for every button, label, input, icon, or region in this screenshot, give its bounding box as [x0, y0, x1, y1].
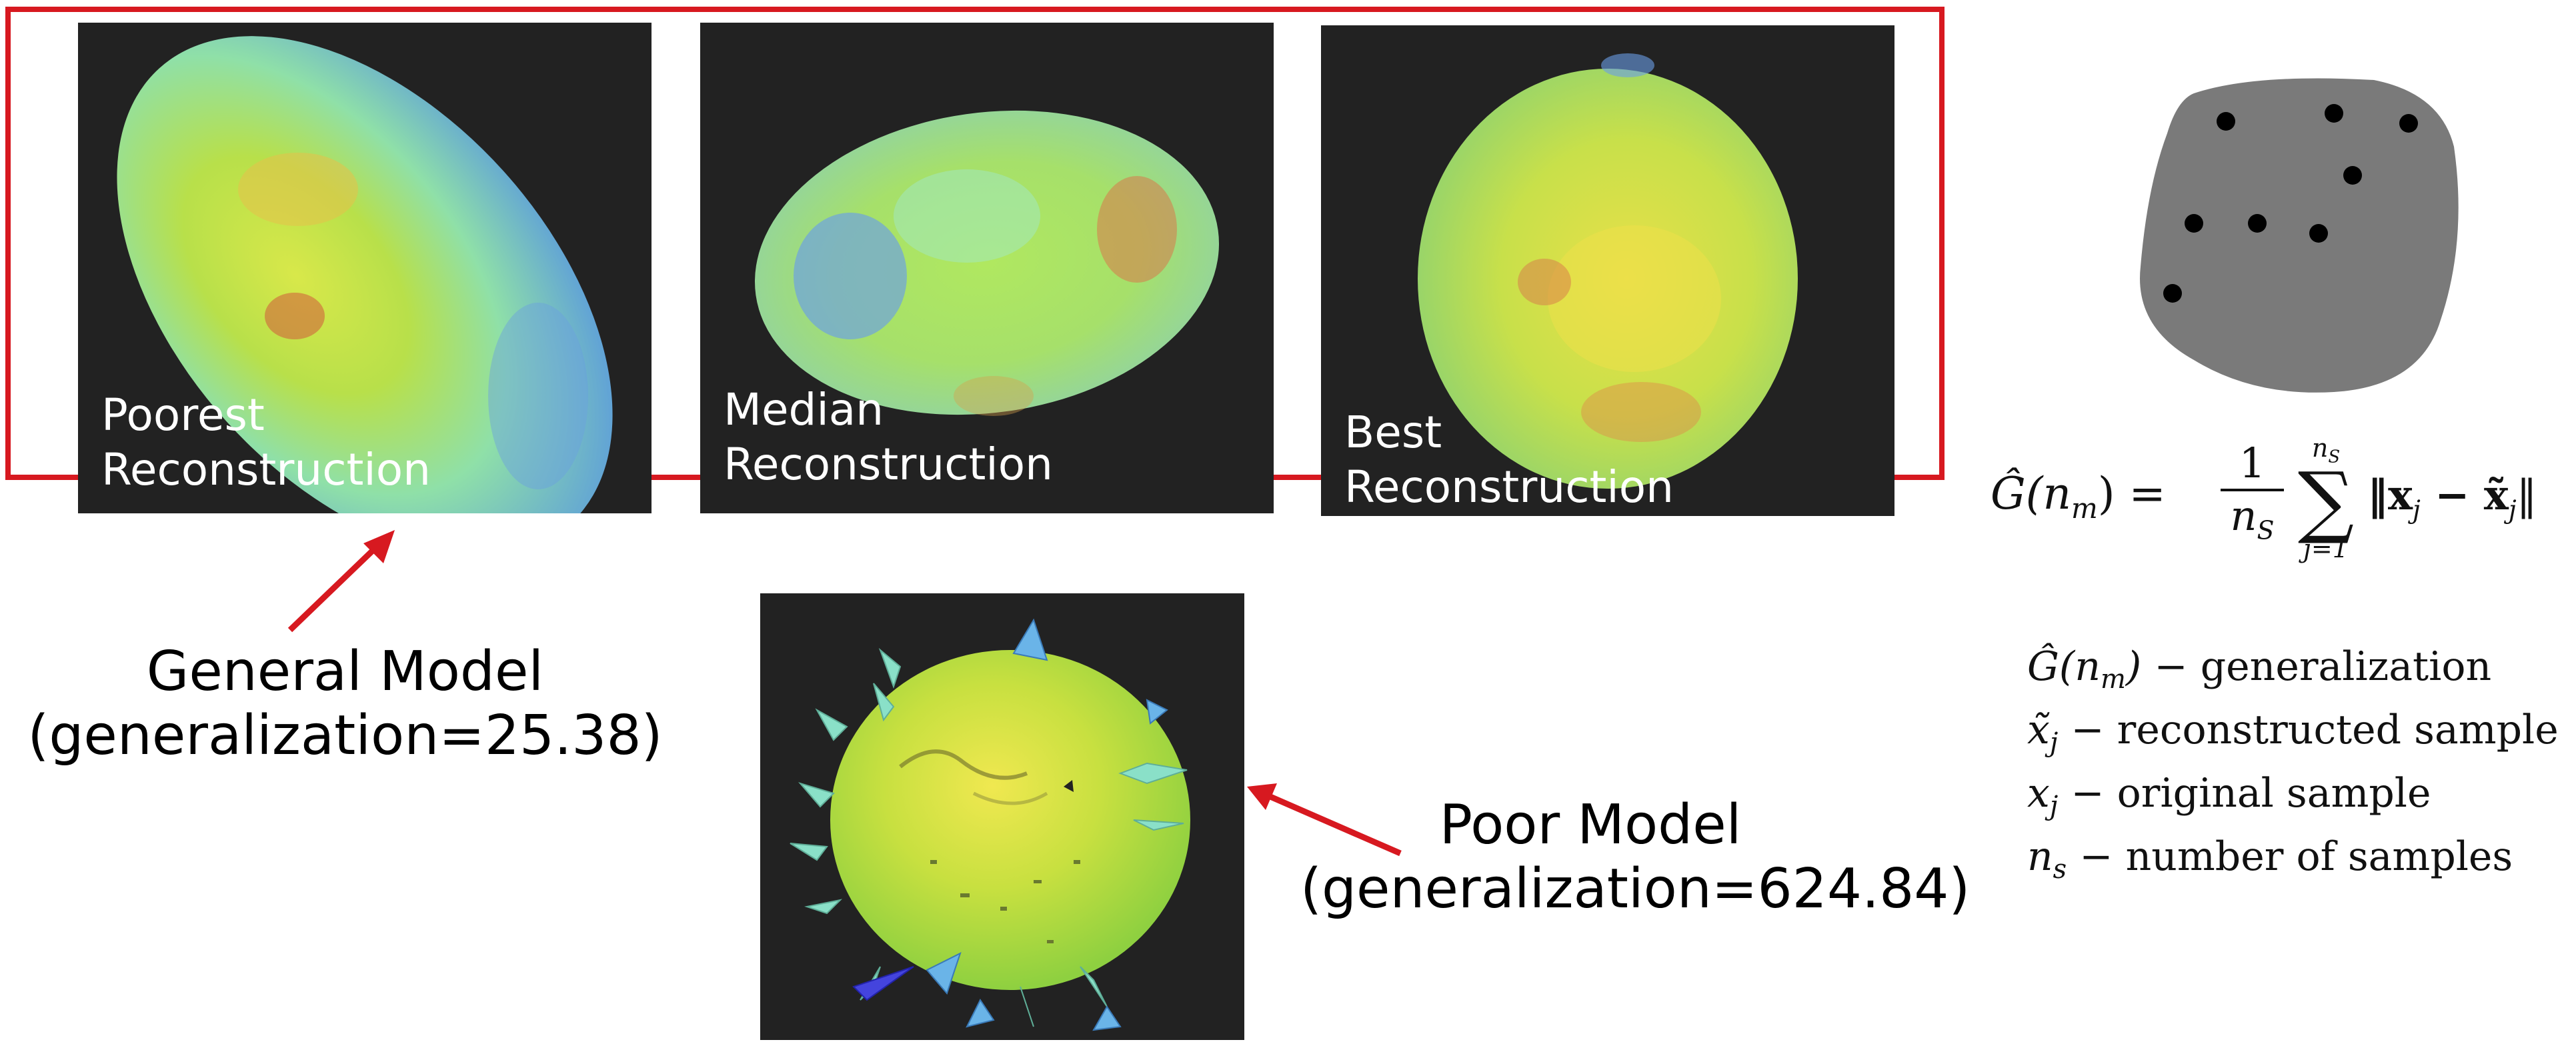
- formula-lhs: Ĝ(nm) =: [1991, 468, 2166, 525]
- best-label-line1: Best: [1344, 407, 1442, 458]
- legend-row-samples: ns − number of samples: [2027, 833, 2513, 885]
- poor-model-label: Poor Model (generalization=624.84): [1300, 793, 1971, 921]
- poorest-label: Poorest Reconstruction: [101, 388, 431, 497]
- formula-fraction: 1 nS: [2221, 439, 2284, 545]
- sample-set-diagram: [2140, 78, 2459, 393]
- median-reconstruction-panel: Median Reconstruction: [700, 23, 1274, 513]
- median-label-line2: Reconstruction: [724, 439, 1053, 490]
- median-label: Median Reconstruction: [724, 383, 1053, 492]
- poorest-shape-render: [117, 36, 613, 513]
- best-reconstruction-panel: Best Reconstruction: [1321, 25, 1894, 516]
- best-label: Best Reconstruction: [1344, 405, 1674, 515]
- legend-row-generalization: Ĝ(nm) − generalization: [2027, 643, 2492, 695]
- median-label-line1: Median: [724, 384, 884, 435]
- poorest-label-line2: Reconstruction: [101, 444, 431, 495]
- poor-model-title: Poor Model: [1439, 793, 1742, 857]
- formula-sum: nS ∑ j=1: [2297, 433, 2355, 563]
- general-model-title: General Model: [146, 640, 544, 703]
- sample-points: [2163, 104, 2418, 303]
- legend-row-reconstructed: x̃j − reconstructed sample: [2027, 707, 2559, 758]
- general-model-detail: (generalization=25.38): [27, 704, 663, 767]
- poor-model-detail: (generalization=624.84): [1300, 857, 1971, 921]
- best-shape-render: [1418, 53, 1798, 489]
- poor-model-arrow: [1247, 783, 1402, 857]
- poor-model-render: [790, 618, 1190, 1031]
- generalization-formula: Ĝ(nm) = 1 nS nS ∑ j=1 ‖xj − x̃j‖: [1991, 433, 2571, 593]
- best-label-line2: Reconstruction: [1344, 461, 1674, 513]
- general-model-arrow: [287, 530, 395, 633]
- poor-model-panel: [760, 593, 1244, 1040]
- general-model-label: General Model (generalization=25.38): [0, 640, 690, 768]
- median-shape-render: [754, 110, 1220, 416]
- legend-row-original: xj − original sample: [2027, 770, 2431, 821]
- sample-space-blob: [2140, 78, 2459, 393]
- formula-body: ‖xj − x̃j‖: [2367, 471, 2537, 525]
- poorest-reconstruction-panel: Poorest Reconstruction: [78, 23, 652, 513]
- poorest-label-line1: Poorest: [101, 389, 265, 441]
